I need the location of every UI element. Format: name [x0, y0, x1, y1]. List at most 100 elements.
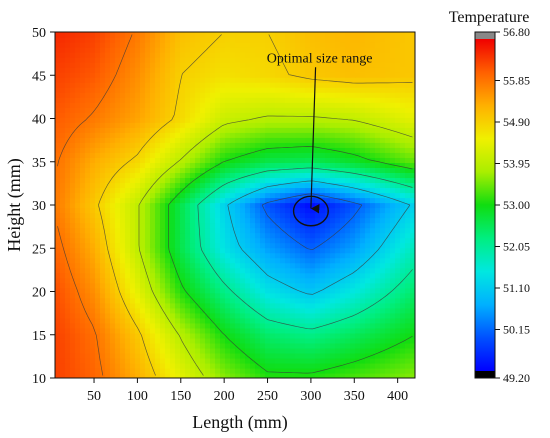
heatmap-cell	[175, 202, 181, 209]
heatmap-cell	[240, 352, 246, 359]
heatmap-cell	[325, 327, 331, 334]
heatmap-cell	[145, 42, 151, 48]
heatmap-cell	[380, 92, 386, 98]
heatmap-cell	[265, 212, 271, 219]
heatmap-cell	[190, 362, 196, 369]
heatmap-cell	[205, 272, 211, 279]
heatmap-cell	[140, 77, 146, 83]
heatmap-cell	[210, 162, 216, 168]
heatmap-cell	[215, 367, 221, 374]
heatmap-cell	[205, 367, 211, 374]
heatmap-cell	[345, 177, 351, 184]
heatmap-cell	[395, 32, 401, 38]
heatmap-cell	[165, 347, 171, 354]
heatmap-cell	[285, 107, 291, 113]
heatmap-cell	[80, 347, 86, 354]
heatmap-cell	[55, 172, 61, 179]
heatmap-cell	[230, 157, 236, 163]
heatmap-cell	[330, 197, 336, 204]
heatmap-cell	[165, 337, 171, 344]
heatmap-cell	[65, 257, 71, 264]
heatmap-cell	[140, 357, 146, 364]
heatmap-cell	[365, 52, 371, 58]
heatmap-cell	[405, 52, 411, 58]
heatmap-cell	[165, 317, 171, 324]
heatmap-cell	[255, 97, 261, 103]
heatmap-cell	[325, 282, 331, 289]
heatmap-cell	[55, 227, 61, 234]
heatmap-cell	[180, 197, 186, 204]
heatmap-cell	[280, 317, 286, 324]
heatmap-cell	[165, 172, 171, 179]
heatmap-cell	[315, 167, 321, 173]
heatmap-cell	[245, 107, 251, 113]
heatmap-cell	[385, 342, 391, 349]
heatmap-cell	[80, 352, 86, 359]
heatmap-cell	[140, 197, 146, 204]
heatmap-cell	[170, 312, 176, 319]
heatmap-cell	[195, 217, 201, 224]
heatmap-cell	[85, 57, 91, 63]
heatmap-cell	[105, 227, 111, 234]
heatmap-cell	[80, 247, 86, 254]
heatmap-cell	[410, 132, 415, 138]
heatmap-cell	[375, 192, 381, 199]
heatmap-cell	[140, 72, 146, 78]
heatmap-cell	[130, 57, 136, 63]
heatmap-cell	[105, 192, 111, 199]
heatmap-cell	[155, 347, 161, 354]
heatmap-cell	[120, 77, 126, 83]
heatmap-cell	[170, 92, 176, 98]
heatmap-cell	[110, 82, 116, 88]
heatmap-cell	[320, 297, 326, 304]
heatmap-cell	[325, 237, 331, 244]
heatmap-cell	[390, 127, 396, 133]
heatmap-cell	[185, 72, 191, 78]
heatmap-cell	[240, 287, 246, 294]
heatmap-cell	[260, 202, 266, 209]
heatmap-cell	[55, 137, 61, 143]
heatmap-cell	[70, 197, 76, 204]
heatmap-cell	[95, 287, 101, 294]
heatmap-cell	[395, 87, 401, 93]
heatmap-cell	[85, 277, 91, 284]
heatmap-cell	[385, 182, 391, 189]
heatmap-cell	[200, 347, 206, 354]
heatmap-cell	[305, 32, 311, 38]
heatmap-cell	[170, 62, 176, 68]
heatmap-cell	[100, 167, 106, 173]
heatmap-cell	[375, 67, 381, 73]
heatmap-cell	[145, 317, 151, 324]
heatmap-cell	[330, 52, 336, 58]
heatmap-cell	[150, 212, 156, 219]
heatmap-cell	[165, 87, 171, 93]
heatmap-cell	[395, 312, 401, 319]
heatmap-cell	[100, 282, 106, 289]
heatmap-cell	[120, 92, 126, 98]
heatmap-cell	[220, 152, 226, 158]
heatmap-cell	[80, 32, 86, 38]
heatmap-cell	[320, 257, 326, 264]
heatmap-cell	[345, 42, 351, 48]
heatmap-cell	[325, 77, 331, 83]
heatmap-cell	[225, 342, 231, 349]
heatmap-cell	[225, 297, 231, 304]
heatmap-cell	[75, 162, 81, 168]
heatmap-cell	[395, 62, 401, 68]
heatmap-cell	[305, 182, 311, 189]
heatmap-cell	[410, 287, 415, 294]
heatmap-cell	[380, 37, 386, 43]
heatmap-cell	[75, 252, 81, 259]
heatmap-cell	[255, 327, 261, 334]
heatmap-cell	[135, 247, 141, 254]
heatmap-cell	[375, 237, 381, 244]
heatmap-cell	[90, 362, 96, 369]
heatmap-cell	[315, 172, 321, 179]
heatmap-cell	[150, 47, 156, 53]
heatmap-cell	[60, 132, 66, 138]
heatmap-cell	[370, 322, 376, 329]
heatmap-cell	[325, 202, 331, 209]
heatmap-cell	[330, 157, 336, 163]
heatmap-cell	[240, 327, 246, 334]
heatmap-cell	[370, 192, 376, 199]
